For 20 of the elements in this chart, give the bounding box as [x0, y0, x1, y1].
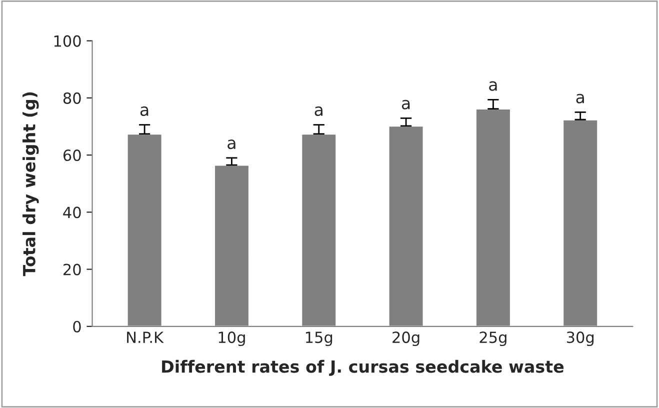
y-tick-label: 100: [54, 35, 81, 47]
annotation: a: [314, 106, 322, 116]
x-axis-title: Different rates of J. cursas seedcake waste: [162, 360, 564, 376]
x-tick-label: 30g: [566, 332, 594, 346]
annotation: a: [140, 106, 148, 116]
x-tick-label: N.P.K: [127, 332, 164, 343]
y-tick-label: 0: [73, 320, 81, 332]
y-tick-label: 60: [63, 150, 81, 162]
x-tick-label: 25g: [480, 332, 506, 346]
y-tick-label: 40: [63, 206, 81, 218]
annotation: a: [228, 140, 236, 150]
y-tick-label: 80: [63, 92, 81, 104]
x-tick-label: 15g: [306, 332, 332, 346]
x-tick-label: 10g: [218, 332, 245, 346]
x-tick-label: 20g: [392, 332, 420, 346]
annotation: a: [402, 100, 410, 110]
y-axis-title: Total dry weight (g): [22, 92, 39, 276]
annotation: a: [576, 94, 584, 104]
y-tick-label: 20: [64, 264, 81, 276]
annotation: a: [489, 81, 497, 91]
